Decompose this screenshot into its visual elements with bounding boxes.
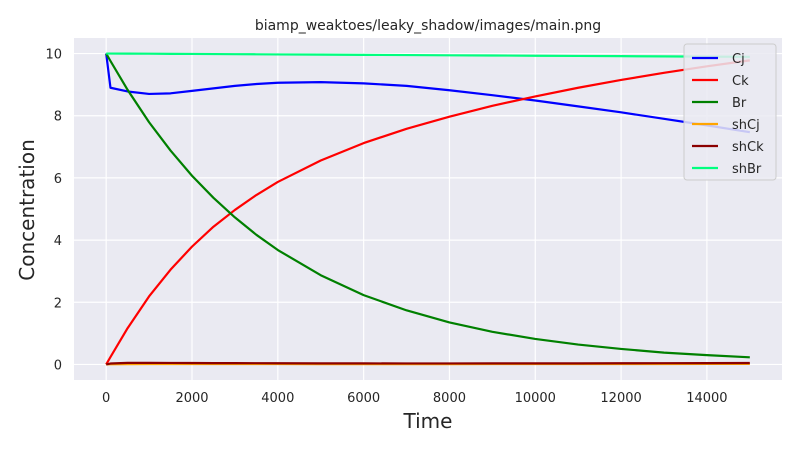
legend-label: shBr bbox=[732, 162, 762, 177]
x-axis-label: Time bbox=[403, 409, 453, 433]
legend-label: shCj bbox=[732, 118, 760, 133]
series-line-ck bbox=[105, 59, 750, 365]
y-tick-label: 2 bbox=[54, 296, 62, 311]
tick-labels: 0 2000 4000 6000 8000 10000 12000 14000 0 2 4 6 8 10 bbox=[45, 48, 727, 406]
y-tick-label: 6 bbox=[54, 172, 62, 187]
x-tick-label: 4000 bbox=[261, 391, 294, 406]
x-tick-label: 10000 bbox=[515, 391, 556, 406]
x-tick-label: 12000 bbox=[600, 391, 641, 406]
y-tick-label: 0 bbox=[54, 358, 62, 373]
y-tick-label: 4 bbox=[54, 234, 62, 249]
series-line-cj bbox=[105, 53, 750, 134]
x-tick-label: 2000 bbox=[175, 391, 208, 406]
series-line-shck bbox=[105, 361, 750, 366]
y-axis-label: Concentration bbox=[15, 139, 39, 280]
legend-label: Ck bbox=[732, 74, 749, 89]
series-line-br bbox=[105, 53, 750, 359]
x-tick-label: 6000 bbox=[347, 391, 380, 406]
x-tick-label: 0 bbox=[102, 391, 110, 406]
chart-title: biamp_weaktoes/leaky_shadow/images/main.… bbox=[255, 18, 601, 34]
y-tick-label: 8 bbox=[54, 110, 62, 125]
y-tick-label: 10 bbox=[45, 48, 62, 63]
series-line-shbr bbox=[106, 52, 750, 58]
legend-label: Br bbox=[732, 96, 747, 111]
legend-label: shCk bbox=[732, 140, 764, 155]
legend-box bbox=[683, 43, 777, 181]
x-tick-label: 8000 bbox=[433, 391, 466, 406]
legend: Cj Ck Br shCj shCk shBr bbox=[683, 43, 777, 181]
x-tick-label: 14000 bbox=[686, 391, 727, 406]
series-layer bbox=[105, 52, 750, 366]
plot-area bbox=[74, 38, 782, 380]
legend-label: Cj bbox=[732, 52, 745, 67]
grid-lines bbox=[74, 38, 782, 380]
